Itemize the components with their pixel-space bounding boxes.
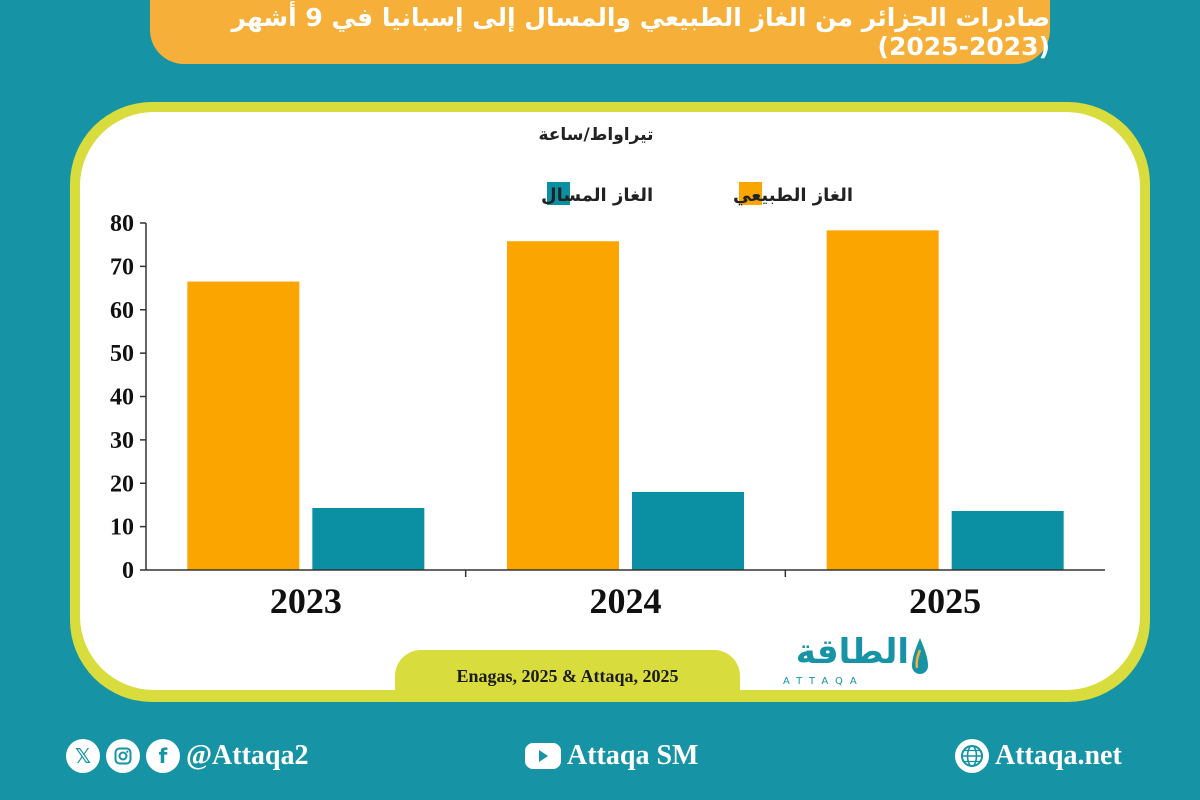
bar-lng-2024 bbox=[632, 491, 744, 570]
chart-title: صادرات الجزائر من الغاز الطبيعي والمسال … bbox=[231, 3, 1050, 61]
source-pill: Enagas, 2025 & Attaqa, 2025 bbox=[395, 650, 740, 702]
y-tick-label: 80 bbox=[110, 211, 134, 237]
bar-lng-2025 bbox=[951, 511, 1064, 570]
x-tick-label: 2025 bbox=[909, 581, 981, 621]
y-tick-label: 0 bbox=[122, 558, 134, 584]
social-handle[interactable]: @Attaqa2 bbox=[186, 740, 309, 771]
y-tick-label: 10 bbox=[110, 515, 134, 541]
legend-swatch bbox=[547, 182, 570, 205]
drop-icon bbox=[912, 638, 928, 674]
legend-label: الغاز المسال bbox=[541, 185, 653, 206]
facebook-icon[interactable]: f bbox=[146, 739, 180, 773]
y-tick-label: 40 bbox=[110, 385, 134, 411]
source-text: Enagas, 2025 & Attaqa, 2025 bbox=[456, 665, 679, 686]
y-axis-label: تيراواط/ساعة bbox=[538, 125, 653, 145]
bar-natural-gas-2025 bbox=[826, 230, 939, 570]
bar-natural-gas-2023 bbox=[187, 281, 300, 570]
social-links: 𝕏 f @Attaqa2 bbox=[66, 736, 309, 776]
y-axis: 0 10 20 30 40 50 60 70 80 bbox=[110, 211, 147, 584]
bar-lng-2023 bbox=[312, 507, 425, 570]
bars bbox=[187, 230, 1064, 570]
logo-english: ATTAQA bbox=[783, 676, 864, 687]
website-link[interactable]: Attaqa.net bbox=[955, 736, 1122, 776]
website-label: Attaqa.net bbox=[995, 740, 1122, 771]
x-axis: 2023 2024 2025 bbox=[146, 569, 1105, 621]
instagram-icon[interactable] bbox=[106, 739, 140, 773]
x-tick-label: 2023 bbox=[270, 581, 342, 621]
y-tick-label: 50 bbox=[110, 341, 134, 367]
youtube-icon bbox=[525, 743, 561, 769]
globe-icon bbox=[955, 739, 989, 773]
y-tick-label: 20 bbox=[110, 471, 134, 497]
youtube-link[interactable]: Attaqa SM bbox=[525, 736, 698, 776]
y-tick-label: 70 bbox=[110, 254, 134, 280]
legend: الغاز الطبيعي الغاز المسال bbox=[541, 182, 853, 206]
youtube-label: Attaqa SM bbox=[567, 740, 699, 771]
y-tick-label: 30 bbox=[110, 428, 134, 454]
x-icon[interactable]: 𝕏 bbox=[66, 739, 100, 773]
legend-swatch bbox=[739, 182, 762, 205]
legend-label: الغاز الطبيعي bbox=[733, 185, 853, 206]
title-banner: صادرات الجزائر من الغاز الطبيعي والمسال … bbox=[150, 0, 1050, 64]
y-tick-label: 60 bbox=[110, 298, 134, 324]
logo-arabic: الطاقة bbox=[795, 632, 909, 672]
attaqa-logo: الطاقة ATTAQA bbox=[775, 632, 935, 692]
x-tick-label: 2024 bbox=[590, 581, 662, 621]
bar-natural-gas-2024 bbox=[507, 241, 619, 570]
